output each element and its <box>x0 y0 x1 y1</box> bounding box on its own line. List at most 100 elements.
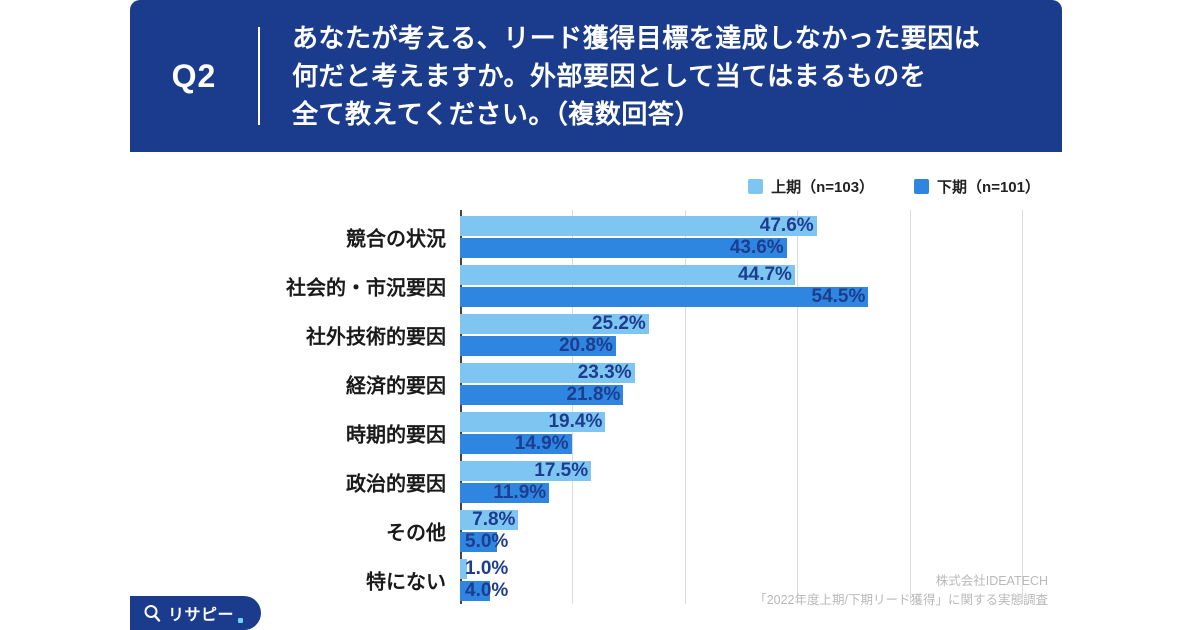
bar-first-half <box>460 460 592 481</box>
question-line-2: 何だと考えますか。外部要因として当てはまるものを <box>292 61 927 91</box>
bar-pair: 1.0% 4.0% <box>460 557 1022 601</box>
logo-dot <box>238 618 244 623</box>
survey-card: Q2 あなたが考える、リード獲得目標を達成しなかった要因は 何だと考えますか。外… <box>130 0 1062 630</box>
bar-first-half <box>460 362 635 383</box>
magnifier-icon <box>143 604 161 622</box>
bar-track: 25.2% <box>460 312 1022 334</box>
chart-row: 社会的・市況要因 44.7% 54.5% <box>140 261 1022 310</box>
bar-track: 54.5% <box>460 285 1022 307</box>
chart-row: 特にない 1.0% 4.0% <box>140 555 1022 604</box>
bar-track: 11.9% <box>460 481 1022 503</box>
bar-track: 47.6% <box>460 214 1022 236</box>
bar-pair: 19.4% 14.9% <box>460 410 1022 454</box>
bar-track: 1.0% <box>460 557 1022 579</box>
value-label: 54.5% <box>811 285 866 307</box>
bar-pair: 25.2% 20.8% <box>460 312 1022 356</box>
value-label: 17.5% <box>534 459 589 481</box>
chart-row: 政治的要因 17.5% 11.9% <box>140 457 1022 506</box>
value-label: 25.2% <box>591 312 646 334</box>
bar-first-half <box>460 313 649 334</box>
gridline <box>572 210 574 604</box>
bar-first-half <box>460 264 795 285</box>
category-label: 時期的要因 <box>346 424 446 446</box>
source-company: 株式会社IDEATECH <box>935 574 1048 588</box>
category-label: 競合の状況 <box>346 228 446 250</box>
bar-track: 44.7% <box>460 263 1022 285</box>
value-label: 5.0% <box>465 530 509 552</box>
question-line-3: 全て教えてください。（複数回答） <box>292 99 701 129</box>
bar-pair: 23.3% 21.8% <box>460 361 1022 405</box>
value-label: 44.7% <box>738 263 792 285</box>
chart-row: 競合の状況 47.6% 43.6% <box>140 212 1022 261</box>
bar-pair: 7.8% 5.0% <box>460 508 1022 552</box>
y-axis-line <box>460 210 462 604</box>
legend: 上期（n=103） 下期（n=101） <box>748 176 1040 197</box>
bar-first-half <box>460 215 817 236</box>
logo-text: リサピー <box>168 607 235 624</box>
legend-swatch <box>748 179 764 194</box>
bar-second-half <box>460 286 869 307</box>
bar-track: 4.0% <box>460 580 1022 601</box>
value-label: 14.9% <box>514 432 569 454</box>
bar-track: 7.8% <box>460 508 1022 530</box>
legend-label: 下期（n=101） <box>937 179 1040 196</box>
risapi-logo: リサピー <box>130 596 262 630</box>
chart-row: 時期的要因 19.4% 14.9% <box>140 408 1022 457</box>
bar-second-half <box>460 433 572 454</box>
category-label: 経済的要因 <box>346 375 446 397</box>
category-label: 社外技術的要因 <box>306 326 446 348</box>
value-label: 43.6% <box>729 236 784 258</box>
bar-track: 43.6% <box>460 236 1022 258</box>
legend-item-second-half: 下期（n=101） <box>914 176 1040 197</box>
bar-second-half <box>460 482 550 503</box>
source-survey: 「2022年度上期/下期リード獲得」に関する実態調査 <box>754 593 1048 607</box>
chart-row: その他 7.8% 5.0% <box>140 506 1022 555</box>
bar-first-half <box>460 411 606 432</box>
legend-item-first-half: 上期（n=103） <box>748 176 874 197</box>
question-line-1: あなたが考える、リード獲得目標を達成しなかった要因は <box>292 23 981 53</box>
legend-label: 上期（n=103） <box>771 179 875 196</box>
bar-first-half <box>460 509 519 530</box>
value-label: 19.4% <box>548 410 603 432</box>
value-label: 11.9% <box>493 481 547 503</box>
gridline <box>797 210 799 604</box>
bar-track: 17.5% <box>460 459 1022 481</box>
gridline <box>684 210 686 604</box>
gridline <box>909 210 911 604</box>
category-label: その他 <box>386 522 446 544</box>
bar-second-half <box>460 237 787 258</box>
bar-track: 20.8% <box>460 334 1022 356</box>
bar-pair: 44.7% 54.5% <box>460 263 1022 307</box>
bar-pair: 17.5% 11.9% <box>460 459 1022 503</box>
chart-row: 経済的要因 23.3% 21.8% <box>140 359 1022 408</box>
chart-area: 上期（n=103） 下期（n=101） 競合の状況 47.6% 43.6% 社会的・市況… <box>130 152 1062 630</box>
bar-second-half <box>460 335 616 356</box>
header-divider <box>258 27 260 125</box>
category-label: 特にない <box>366 571 446 593</box>
bar-second-half <box>460 580 490 601</box>
chart-row: 社外技術的要因 25.2% 20.8% <box>140 310 1022 359</box>
bar-track: 23.3% <box>460 361 1022 383</box>
value-label: 7.8% <box>472 508 516 530</box>
bar-first-half <box>460 558 468 579</box>
question-number: Q2 <box>171 57 217 94</box>
bar-track: 21.8% <box>460 383 1022 405</box>
category-label: 政治的要因 <box>346 473 446 495</box>
bar-pair: 47.6% 43.6% <box>460 214 1022 258</box>
legend-swatch <box>914 179 930 194</box>
source-note: 株式会社IDEATECH 「2022年度上期/下期リード獲得」に関する実態調査 <box>754 572 1048 610</box>
value-label: 47.6% <box>759 214 814 236</box>
category-label: 社会的・市況要因 <box>286 277 446 299</box>
value-label: 20.8% <box>558 334 613 356</box>
bar-second-half <box>460 531 498 552</box>
bar-chart: 競合の状況 47.6% 43.6% 社会的・市況要因 44.7% 54.5% 社外技術的要因… <box>140 210 1023 604</box>
value-label: 21.8% <box>566 383 621 405</box>
gridline <box>1022 210 1023 604</box>
bar-track: 5.0% <box>460 530 1022 552</box>
value-label: 23.3% <box>577 361 632 383</box>
bar-second-half <box>460 384 624 405</box>
bar-track: 14.9% <box>460 432 1022 454</box>
value-label: 1.0% <box>465 557 509 579</box>
question-text: あなたが考える、リード獲得目標を達成しなかった要因は 何だと考えますか。外部要因… <box>292 19 980 133</box>
bar-track: 19.4% <box>460 410 1022 432</box>
